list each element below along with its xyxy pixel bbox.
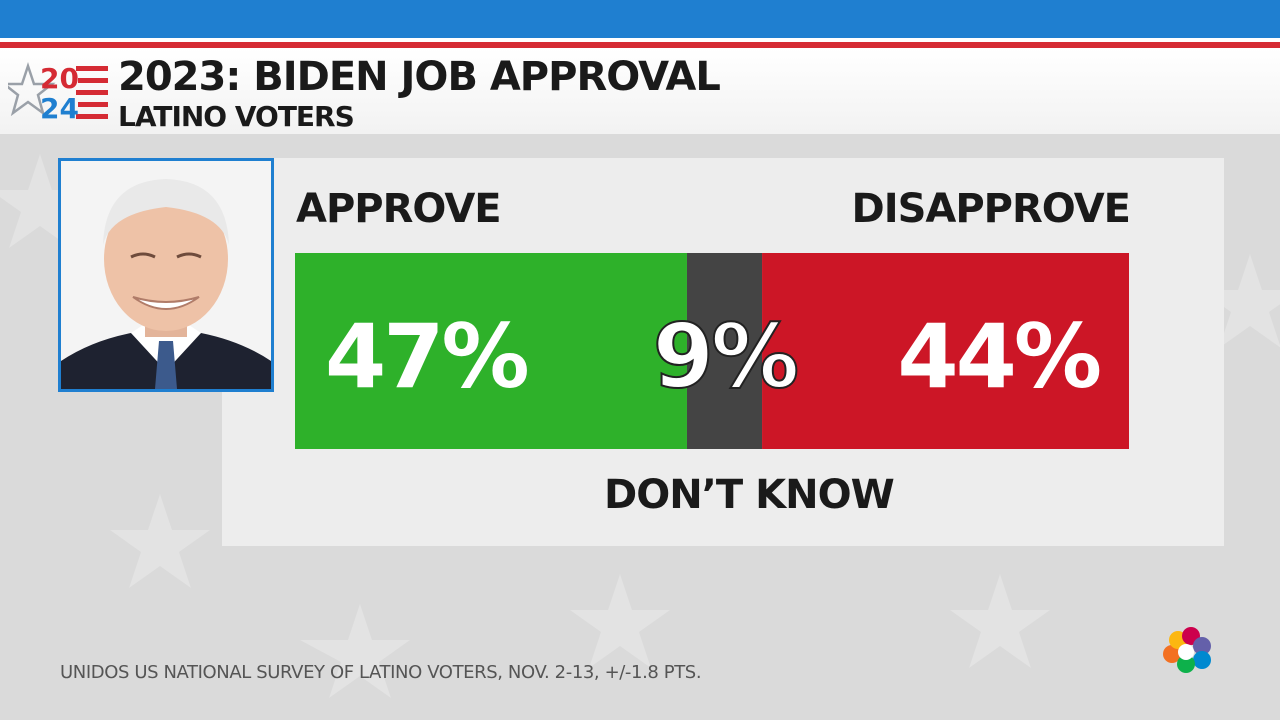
logo-year-bottom: 24 <box>40 92 79 125</box>
network-peacock-logo <box>1163 627 1211 673</box>
source-note: UNIDOS US NATIONAL SURVEY OF LATINO VOTE… <box>60 662 702 683</box>
star-icon <box>8 62 56 117</box>
portrait-illustration <box>61 161 271 389</box>
background-stars <box>0 154 1280 698</box>
top-red-stripe <box>0 42 1280 48</box>
approval-stacked-bar: 47% 9% 44% <box>295 253 1129 449</box>
page-title: 2023: BIDEN JOB APPROVAL <box>118 54 721 100</box>
header-bar: 20 24 2023: BIDEN JOB APPROVAL LATINO VO… <box>0 48 1280 134</box>
disapprove-label: DISAPPROVE <box>851 186 1131 232</box>
approve-value-label: 47% <box>325 305 527 408</box>
dont-know-bar <box>686 253 763 449</box>
dont-know-label: DON’T KNOW <box>604 472 895 518</box>
disapprove-bar <box>762 253 1129 449</box>
top-blue-band <box>0 0 1280 38</box>
approve-label: APPROVE <box>296 186 502 232</box>
approve-bar <box>295 253 687 449</box>
page-subtitle: LATINO VOTERS <box>118 100 355 133</box>
dont-know-value-label: 9% <box>653 305 797 408</box>
disapprove-value-label: 44% <box>897 305 1099 408</box>
logo-year-top: 20 <box>40 62 79 95</box>
top-white-stripe <box>0 38 1280 42</box>
candidate-photo <box>58 158 274 392</box>
flag-stripes <box>76 66 108 119</box>
election-2024-logo: 20 24 <box>8 62 108 125</box>
